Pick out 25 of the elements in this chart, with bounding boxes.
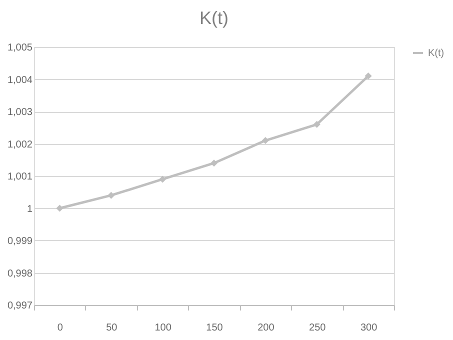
x-tick-label: 250 bbox=[309, 322, 326, 334]
y-tick-label: 1 bbox=[26, 204, 33, 215]
legend-label: K(t) bbox=[428, 48, 444, 59]
point bbox=[364, 72, 372, 80]
point bbox=[262, 136, 269, 144]
x-tick-label: 200 bbox=[258, 322, 275, 334]
y-tick-label: 1,002 bbox=[7, 139, 33, 150]
y-tick-label: 0,997 bbox=[7, 300, 33, 312]
y-tick-label: 0,998 bbox=[7, 268, 33, 280]
point bbox=[159, 176, 166, 183]
x-tick-label: 100 bbox=[154, 322, 172, 334]
x-tick-label: 150 bbox=[206, 322, 224, 334]
y-tick-label: 1,003 bbox=[7, 107, 33, 118]
point bbox=[108, 192, 115, 199]
x-tick-label: 50 bbox=[106, 322, 118, 334]
x-tick-label: 300 bbox=[360, 322, 378, 334]
y-tick-label: 0,999 bbox=[7, 236, 33, 247]
y-tick-label: 1,005 bbox=[7, 42, 33, 54]
y-tick-label: 1,004 bbox=[7, 74, 33, 86]
y-tick-label: 1,001 bbox=[7, 172, 33, 182]
point bbox=[313, 120, 320, 128]
x-tick-label: 0 bbox=[57, 322, 64, 334]
point bbox=[210, 160, 218, 167]
point bbox=[56, 204, 64, 212]
chart-title: K(t) bbox=[200, 8, 228, 28]
